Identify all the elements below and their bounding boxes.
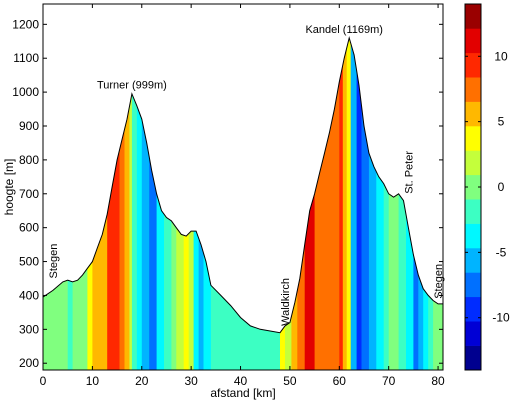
y-tick-label: 700 [19, 187, 39, 201]
x-tick-label: 70 [382, 374, 396, 388]
gradient-segment [156, 37, 165, 370]
gradient-segment [304, 37, 315, 370]
colorbar-band [465, 77, 481, 102]
y-tick-label: 500 [19, 255, 39, 269]
y-tick-label: 400 [19, 288, 39, 302]
gradient-segment [423, 37, 429, 370]
colorbar-band [465, 174, 481, 200]
place-label: Kandel (1169m) [305, 24, 382, 36]
gradient-segment [176, 37, 185, 370]
gradient-segment [43, 37, 69, 370]
gradient-segment [149, 37, 157, 370]
gradient-segment [107, 37, 120, 370]
y-tick-label: 1000 [12, 85, 39, 99]
x-tick-label: 10 [86, 374, 100, 388]
profile-color-fill [43, 37, 443, 370]
gradient-segment [428, 37, 434, 370]
x-axis-label: afstand [km] [210, 386, 275, 400]
y-tick-label: 1200 [12, 17, 39, 31]
gradient-segment [198, 37, 204, 370]
gradient-segment [418, 37, 424, 370]
y-axis-label: hoogte [m] [2, 159, 16, 216]
peak-annotations: Turner (999m) Kandel (1169m) St. Peter Steg… [48, 24, 445, 326]
gradient-segment [119, 37, 125, 370]
gradient-segment [291, 37, 298, 370]
profile-outline [42, 35, 443, 334]
gradient-segment [346, 37, 352, 370]
x-tick-label: 50 [283, 374, 297, 388]
gradient-segment [203, 37, 212, 370]
axes-frame [42, 3, 444, 371]
gradient-segment [193, 37, 199, 370]
place-label: Stegen [433, 264, 445, 299]
y-axis: 200 300 400 500 600 700 800 900 1000 1100 1200 [12, 17, 443, 370]
y-tick-label: 200 [19, 356, 39, 370]
colorbar-band [465, 296, 481, 322]
gradient-segment [350, 37, 357, 370]
x-axis: 0 10 20 30 40 50 60 70 80 [40, 4, 445, 388]
colorbar-band [465, 248, 481, 273]
colorbar-band [465, 345, 481, 371]
x-tick-label: 60 [333, 374, 347, 388]
colorbar: -10 -5 0 5 10 [464, 3, 510, 371]
colorbar-band [465, 272, 481, 298]
gradient-segment [183, 37, 189, 370]
gradient-segment [339, 37, 344, 370]
colorbar-band [465, 199, 481, 224]
colorbar-band [465, 28, 481, 54]
colorbar-tick-label: -10 [492, 311, 510, 325]
colorbar-band [465, 101, 481, 127]
colorbar-band [465, 126, 481, 151]
place-label: Turner (999m) [97, 80, 167, 92]
gradient-segment [87, 37, 93, 370]
gradient-segment [314, 37, 340, 370]
gradient-segment [171, 37, 177, 370]
gradient-segment [188, 37, 194, 370]
gradient-segment [388, 37, 399, 370]
place-label: St. Peter [403, 151, 415, 194]
y-tick-label: 900 [19, 119, 39, 133]
gradient-segment [129, 37, 133, 370]
colorbar-band [465, 223, 481, 249]
colorbar-band [465, 52, 481, 78]
place-label: Waldkirch [280, 278, 292, 326]
gradient-segment [92, 37, 108, 370]
y-tick-label: 600 [19, 221, 39, 235]
x-tick-label: 80 [431, 374, 445, 388]
colorbar-tick-label: 10 [494, 49, 508, 63]
gradient-segment [67, 37, 73, 370]
colorbar-tick-label: 0 [498, 180, 505, 194]
x-tick-label: 0 [40, 374, 47, 388]
colorbar-band [465, 4, 481, 29]
gradient-segment [136, 37, 143, 370]
gradient-segment [124, 37, 130, 370]
gradient-segment [361, 37, 370, 370]
gradient-segment [383, 37, 389, 370]
gradient-segment [297, 37, 306, 370]
x-tick-label: 30 [184, 374, 198, 388]
colorbar-band [465, 321, 481, 346]
gradient-segment [72, 37, 88, 370]
y-tick-label: 300 [19, 322, 39, 336]
colorbar-band [465, 150, 481, 176]
gradient-segment [433, 37, 443, 370]
gradient-segment [210, 37, 281, 370]
y-tick-label: 1100 [13, 51, 39, 65]
colorbar-tick-label: 5 [498, 115, 505, 129]
gradient-segment [376, 37, 385, 370]
gradient-segment [368, 37, 377, 370]
gradient-segment [356, 37, 362, 370]
colorbar-tick-label: -5 [496, 245, 507, 259]
gradient-segment [131, 37, 138, 370]
x-tick-label: 40 [234, 374, 248, 388]
y-tick-label: 800 [19, 153, 39, 167]
gradient-segment [398, 37, 407, 370]
gradient-segment [342, 37, 348, 370]
place-label: Stegen [48, 244, 60, 279]
gradient-segment [164, 37, 172, 370]
x-tick-label: 20 [135, 374, 149, 388]
gradient-segment [141, 37, 150, 370]
